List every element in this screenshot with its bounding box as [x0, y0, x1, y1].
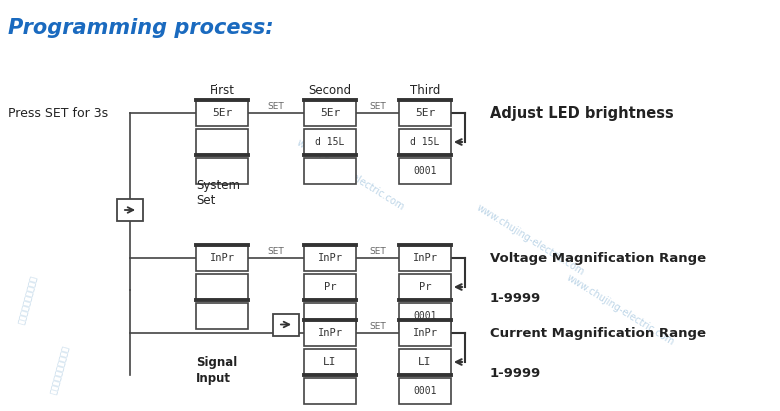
Bar — [399, 129, 451, 155]
Text: www.chujing-electric.com: www.chujing-electric.com — [564, 272, 675, 347]
Text: 0001: 0001 — [413, 311, 437, 321]
Text: InPr: InPr — [413, 328, 438, 338]
Bar — [304, 274, 356, 300]
Text: SET: SET — [369, 321, 386, 330]
Bar — [304, 303, 356, 329]
Text: SET: SET — [268, 102, 285, 111]
Bar — [304, 158, 356, 184]
Bar — [196, 129, 248, 155]
Bar — [304, 378, 356, 404]
Bar — [399, 274, 451, 300]
Bar — [399, 100, 451, 126]
Text: 5Er: 5Er — [320, 108, 340, 118]
Text: d 15L: d 15L — [315, 137, 345, 147]
Bar — [399, 303, 451, 329]
Text: 1-9999: 1-9999 — [490, 367, 541, 379]
Text: 上海楚刹电气有限公司: 上海楚刹电气有限公司 — [17, 275, 39, 326]
Bar — [399, 378, 451, 404]
Text: SET: SET — [268, 247, 285, 256]
Text: 1-9999: 1-9999 — [490, 291, 541, 305]
Text: Second: Second — [308, 83, 352, 97]
Text: InPr: InPr — [317, 328, 342, 338]
Bar — [304, 129, 356, 155]
Text: Input: Input — [196, 372, 231, 385]
Text: System: System — [196, 178, 240, 192]
Text: 0001: 0001 — [413, 166, 437, 176]
Text: First: First — [210, 83, 235, 97]
Bar — [196, 158, 248, 184]
Text: www.chujing-electric.com: www.chujing-electric.com — [474, 203, 586, 277]
Text: InPr: InPr — [317, 253, 342, 263]
Text: Voltage Magnification Range: Voltage Magnification Range — [490, 252, 706, 265]
Text: Signal: Signal — [196, 356, 237, 369]
Text: Adjust LED brightness: Adjust LED brightness — [490, 106, 674, 120]
Bar — [273, 314, 299, 335]
Text: LI: LI — [418, 357, 432, 367]
Text: Current Magnification Range: Current Magnification Range — [490, 326, 706, 339]
Bar — [196, 245, 248, 271]
Text: Third: Third — [410, 83, 440, 97]
Bar — [304, 100, 356, 126]
Text: InPr: InPr — [413, 253, 438, 263]
Bar — [304, 245, 356, 271]
Bar — [399, 245, 451, 271]
Text: Set: Set — [196, 194, 215, 206]
Text: 上海楚刹电气有限公司: 上海楚刹电气有限公司 — [49, 345, 71, 395]
Bar — [196, 303, 248, 329]
Text: SET: SET — [369, 102, 386, 111]
Text: LI: LI — [323, 357, 337, 367]
Text: SET: SET — [369, 247, 386, 256]
Text: InPr: InPr — [210, 253, 235, 263]
Bar — [304, 349, 356, 375]
Bar — [117, 199, 143, 221]
Text: Press SET for 3s: Press SET for 3s — [8, 106, 108, 120]
Text: 5Er: 5Er — [212, 108, 232, 118]
Bar — [399, 158, 451, 184]
Text: 5Er: 5Er — [415, 108, 435, 118]
Text: Pr: Pr — [324, 282, 336, 292]
Bar — [196, 274, 248, 300]
Text: www.chujing-electric.com: www.chujing-electric.com — [294, 138, 406, 212]
Bar — [399, 320, 451, 346]
Bar — [399, 349, 451, 375]
Bar — [304, 320, 356, 346]
Bar — [196, 100, 248, 126]
Text: Pr: Pr — [419, 282, 431, 292]
Text: d 15L: d 15L — [410, 137, 440, 147]
Text: 0001: 0001 — [413, 386, 437, 396]
Text: Programming process:: Programming process: — [8, 18, 274, 38]
